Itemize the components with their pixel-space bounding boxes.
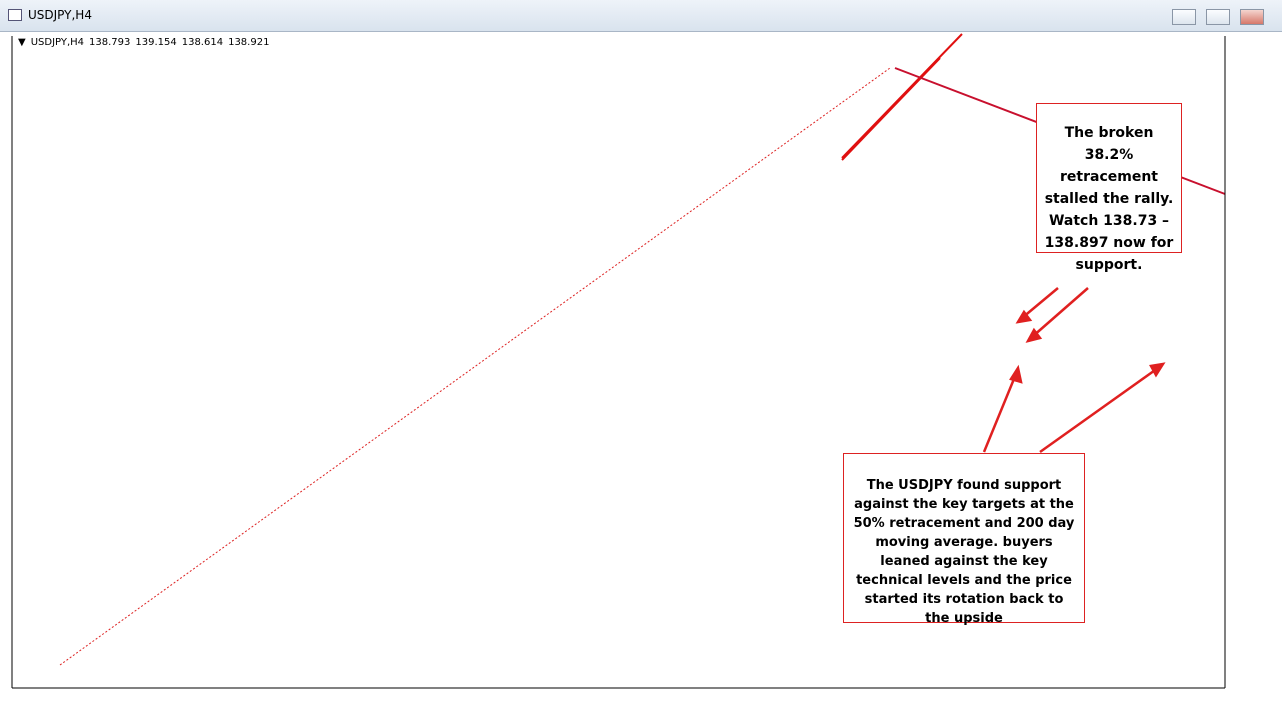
channel-line [841,33,963,159]
window-icon [8,9,22,21]
ohlc-close: 138.921 [228,37,270,48]
ohlc-open: 138.793 [89,37,131,48]
maximize-button[interactable] [1206,9,1230,25]
title-bar: USDJPY,H4 [0,0,1282,32]
window-title: USDJPY,H4 [28,8,92,22]
annotation: The broken 38.2% retracement stalled the… [1036,103,1182,273]
arrows [982,287,1166,454]
chart-header: ▼ USDJPY,H4 138.793 139.154 138.614 138.… [18,37,269,48]
symbol: USDJPY,H4 [30,37,84,48]
close-button[interactable] [1240,9,1264,25]
ohlc-high: 139.154 [135,37,177,48]
fib-trend-line [59,67,891,666]
ohlc-low: 138.614 [181,37,224,48]
collapse-arrow[interactable]: ▼ [18,37,26,48]
minimize-button[interactable] [1172,9,1196,25]
channel-line [841,57,941,161]
annotation: The USDJPY found support against the key… [843,453,1085,626]
